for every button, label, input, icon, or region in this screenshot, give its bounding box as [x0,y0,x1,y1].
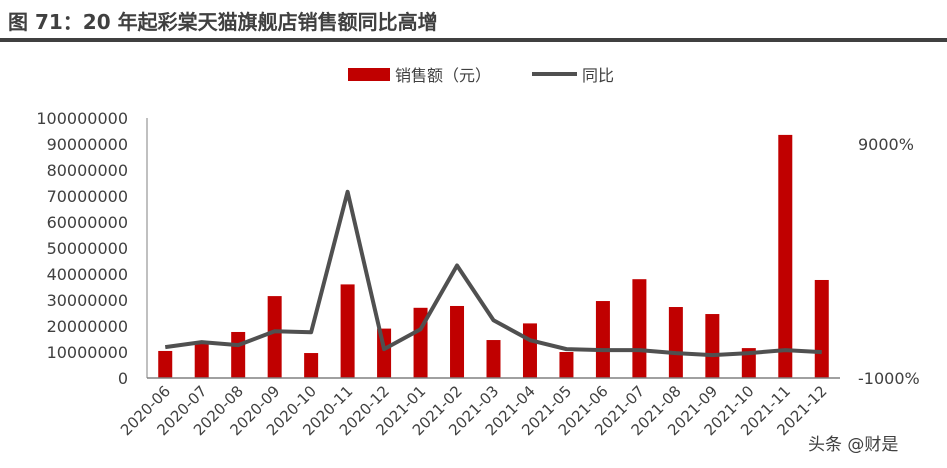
bar [450,305,465,378]
watermark: 头条 @财是 [808,435,898,455]
bar [778,134,793,378]
bar [814,279,829,378]
bar [668,307,683,378]
chart-title: 图 71：20 年起彩棠天猫旗舰店销售额同比高增 [8,10,438,34]
legend-line-label: 同比 [582,66,614,85]
y-tick-label: 40000000 [47,265,128,284]
bar [304,353,319,378]
y-tick-label: 100000000 [36,109,128,128]
legend-bar-label: 销售额（元） [395,66,491,85]
y-tick-label: 20000000 [47,317,128,336]
bar [595,301,610,378]
y2-tick-label: -1000% [858,369,920,388]
bar [194,342,209,378]
bar [705,314,720,378]
bar [632,279,647,378]
bar [486,340,501,378]
bar [267,296,282,378]
title-divider [0,38,947,42]
series-line [164,189,822,358]
bar [522,323,537,378]
y-tick-label: 80000000 [47,161,128,180]
y-tick-label: 90000000 [47,135,128,154]
bar [741,348,756,378]
bar [231,331,246,378]
y-tick-label: 0 [118,369,128,388]
bar [559,352,574,378]
legend-bar-swatch [348,68,390,81]
y-tick-label: 60000000 [47,213,128,232]
y-tick-label: 70000000 [47,187,128,206]
y-tick-label: 30000000 [47,291,128,310]
bar [340,284,355,378]
y-tick-label: 10000000 [47,343,128,362]
y-tick-label: 50000000 [47,239,128,258]
y2-tick-label: 9000% [858,135,914,154]
bar [158,350,173,378]
